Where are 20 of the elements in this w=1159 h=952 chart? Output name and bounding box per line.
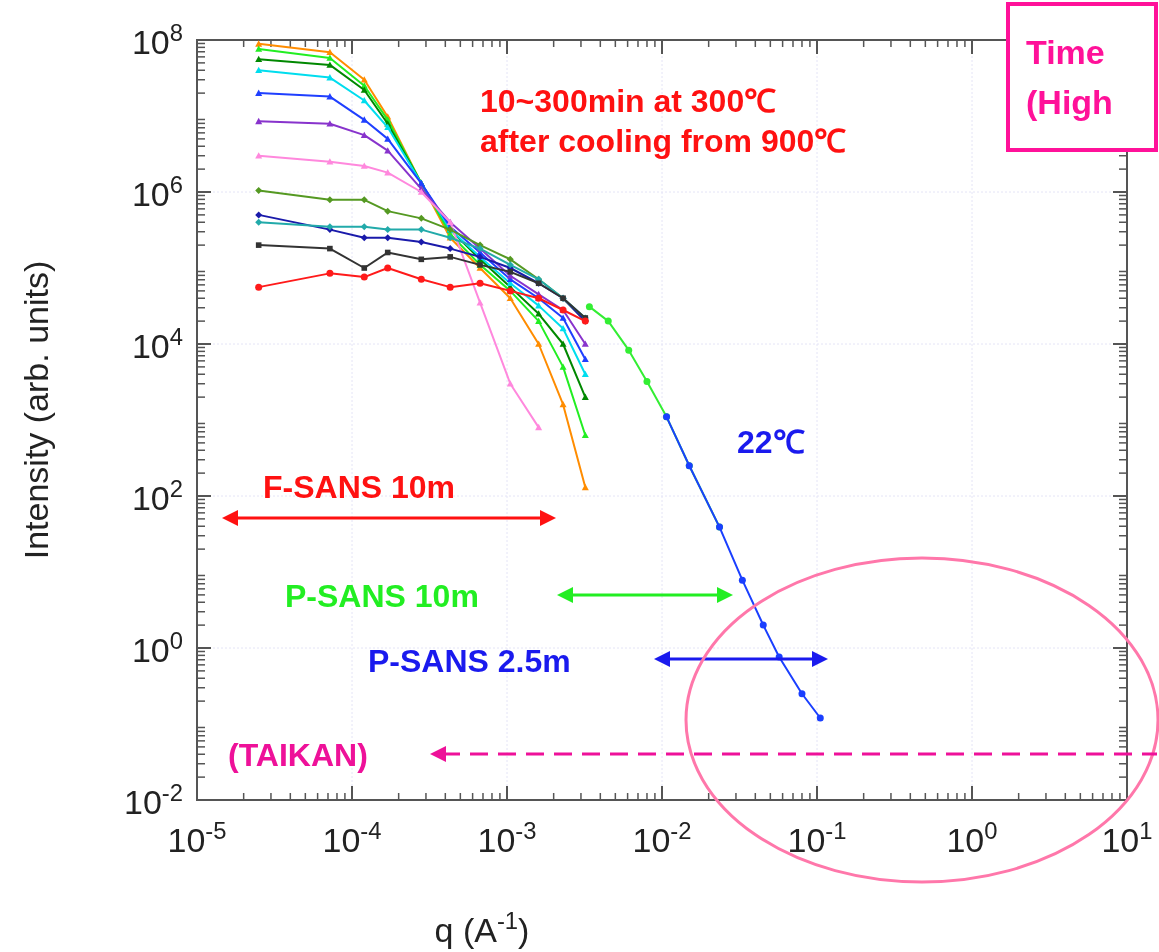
x-tick-label: 10$^{0}$ xyxy=(946,816,998,859)
x-tick-label: 10$^{-1}$ xyxy=(787,816,847,859)
annotation: Time (High xyxy=(1026,33,1113,121)
annotation: (TAIKAN) xyxy=(228,737,368,773)
y-tick-label: 10$^{2}$ xyxy=(131,474,183,517)
x-tick-label: 10$^{-2}$ xyxy=(632,816,692,859)
x-tick-label: 10$^{-4}$ xyxy=(322,816,382,859)
annotation: P-SANS 2.5m xyxy=(368,643,571,679)
y-tick-label: 10$^{8}$ xyxy=(131,18,183,61)
y-tick-label: 10$^{6}$ xyxy=(131,170,183,213)
x-tick-label: 10$^{-3}$ xyxy=(477,816,537,859)
x-tick-label: 10$^{1}$ xyxy=(1101,816,1153,859)
y-tick-label: 10$^{0}$ xyxy=(131,626,183,669)
x-axis-title: q (A$^{-1}$) xyxy=(434,906,530,949)
y-tick-label: 10$^{4}$ xyxy=(131,322,183,365)
annotation: F-SANS 10m xyxy=(263,469,456,505)
annotation: 10~300min at 300℃ after cooling from 900℃ xyxy=(480,83,847,159)
y-axis-title: Intensity (arb. units) xyxy=(17,260,55,560)
annotation: 22℃ xyxy=(737,424,805,460)
annotation: P-SANS 10m xyxy=(285,578,479,614)
